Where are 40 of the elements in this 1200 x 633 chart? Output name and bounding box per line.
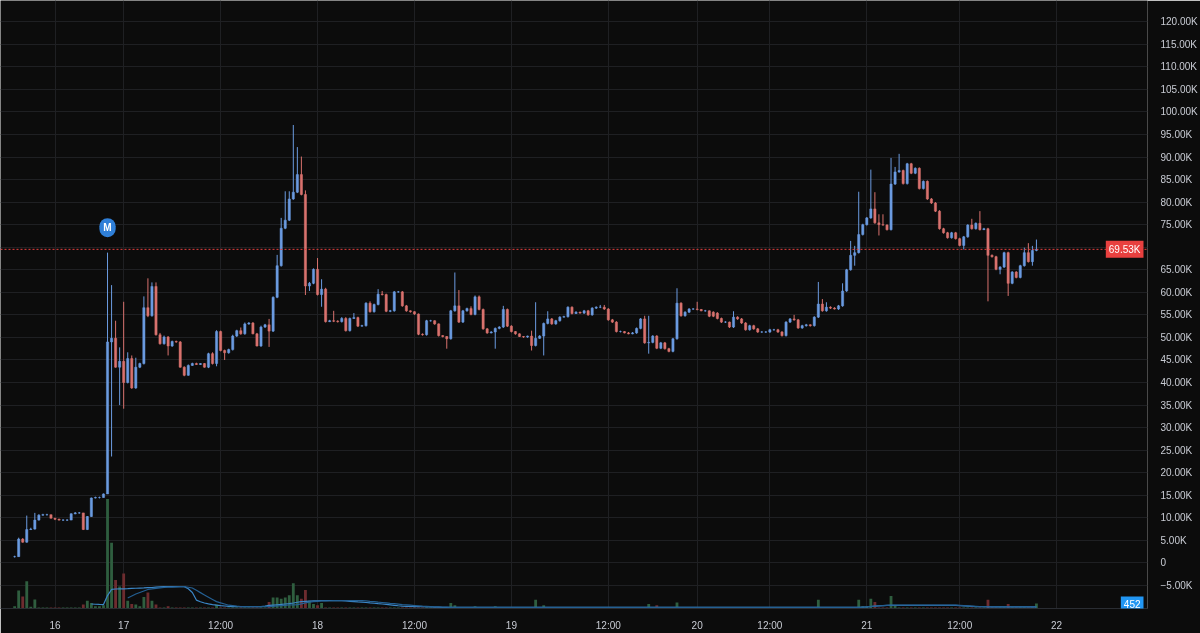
y-tick-label: 95.00K [1160, 128, 1193, 140]
x-tick-label: 12:00 [208, 619, 234, 631]
y-tick-label: 105.00K [1160, 83, 1199, 95]
y-tick-label: 85.00K [1160, 174, 1193, 186]
x-tick-label: 22 [1051, 619, 1063, 631]
y-tick-label: 115.00K [1160, 38, 1198, 50]
y-tick-label: 90.00K [1160, 151, 1193, 163]
x-tick-label: 16 [49, 619, 62, 631]
y-tick-label: 60.00K [1160, 286, 1193, 298]
x-tick-label: 19 [505, 619, 518, 631]
x-tick-label: 21 [861, 619, 873, 631]
x-tick-label: 18 [311, 619, 324, 631]
y-tick-label: 40.00K [1160, 377, 1193, 389]
y-tick-label: 120.00K [1160, 16, 1199, 28]
y-tick-label: 30.00K [1160, 422, 1193, 434]
x-tick-label: 12:00 [595, 619, 622, 631]
x-tick-label: 12:00 [757, 619, 783, 631]
y-tick-label: 15.00K [1160, 489, 1193, 501]
x-tick-label: 20 [691, 619, 704, 631]
y-tick-label: 20.00K [1160, 467, 1193, 479]
y-tick-label: 25.00K [1160, 444, 1193, 456]
y-tick-label: 110.00K [1160, 61, 1198, 73]
y-tick-label: 45.00K [1160, 354, 1193, 366]
x-tick-label: 17 [118, 619, 130, 631]
x-tick-label: 12:00 [947, 619, 973, 631]
y-tick-label: 55.00K [1160, 309, 1193, 321]
x-tick-label: 12:00 [401, 619, 428, 631]
annotation: 452 [1123, 598, 1141, 610]
y-tick-label: 65.00K [1160, 264, 1193, 276]
y-tick-label: 100.00K [1160, 106, 1199, 118]
annotation: M [103, 222, 112, 234]
y-tick-label: 35.00K [1160, 399, 1193, 411]
y-tick-label: −5.00K [1160, 580, 1193, 591]
y-tick-label: 75.00K [1160, 219, 1193, 231]
ref-line-label: 69.53K [1108, 243, 1141, 255]
y-tick-label: 5.00K [1160, 534, 1187, 546]
y-tick-label: 0 [1160, 557, 1167, 569]
y-tick-label: 50.00K [1160, 331, 1193, 343]
y-tick-label: 80.00K [1160, 196, 1193, 208]
y-tick-label: 10.00K [1160, 512, 1193, 524]
